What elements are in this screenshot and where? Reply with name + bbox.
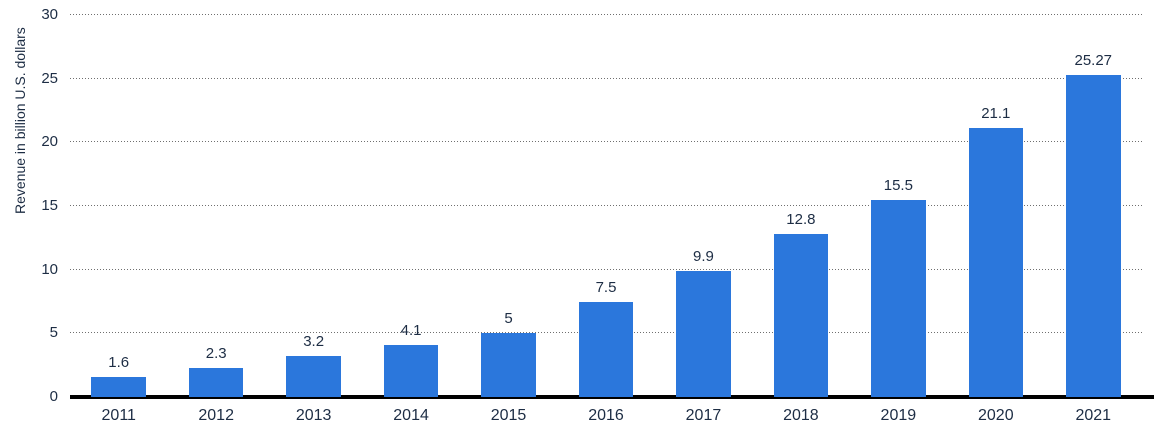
bar-group-2015: 5 <box>460 15 557 397</box>
bar-group-2021: 25.27 <box>1045 15 1142 397</box>
bar-group-2017: 9.9 <box>655 15 752 397</box>
x-tick-label-2016: 2016 <box>588 407 624 424</box>
x-tick-label-2019: 2019 <box>880 407 917 424</box>
bar-group-2013: 3.2 <box>265 15 362 397</box>
bar-value-label: 4.1 <box>400 321 422 339</box>
y-tick-label-25: 25 <box>41 69 58 87</box>
bar-2016[interactable] <box>578 301 634 397</box>
bar-2011[interactable] <box>91 376 146 397</box>
x-tick-label-2018: 2018 <box>783 407 819 424</box>
bar-2021[interactable] <box>1065 75 1121 397</box>
bar-value-label: 15.5 <box>883 176 913 194</box>
bar-value-label: 7.5 <box>595 278 617 296</box>
gridline-25 <box>70 77 1142 79</box>
x-tick-label-2014: 2014 <box>393 407 429 424</box>
gridline-20 <box>70 141 1142 143</box>
x-tick-label-2021: 2021 <box>1075 407 1112 424</box>
bar-2017[interactable] <box>676 270 731 397</box>
x-tick-label-2011: 2011 <box>101 407 136 424</box>
plot-area: 1.6 2.3 3.2 4.1 5 7.5 9.9 12.8 15.5 21.1 25.27 <box>70 14 1142 397</box>
bar-value-label: 21.1 <box>981 105 1011 123</box>
bar-group-2020: 21.1 <box>947 15 1044 397</box>
gridline-15 <box>70 205 1142 206</box>
bar-group-2012: 2.3 <box>167 15 264 397</box>
bar-value-label: 9.9 <box>693 247 714 265</box>
y-tick-label-20: 20 <box>41 133 58 151</box>
x-tick-label-2020: 2020 <box>978 407 1014 424</box>
x-tick-label-2012: 2012 <box>198 407 234 424</box>
x-axis-line <box>70 395 1154 399</box>
x-tick-label-2015: 2015 <box>490 407 527 424</box>
gridline-10 <box>70 268 1142 270</box>
bar-value-label: 5 <box>504 310 513 328</box>
bar-2018[interactable] <box>773 234 829 397</box>
x-tick-label-2017: 2017 <box>685 407 722 424</box>
bar-value-label: 2.3 <box>205 344 227 362</box>
bar-group-2016: 7.5 <box>557 15 654 397</box>
bar-value-label: 3.2 <box>303 333 325 351</box>
bar-value-label: 25.27 <box>1074 52 1113 70</box>
bar-group-2018: 12.8 <box>752 15 849 397</box>
bar-value-label: 1.6 <box>108 353 130 371</box>
y-tick-label-0: 0 <box>49 388 58 405</box>
bar-2013[interactable] <box>286 356 341 397</box>
bar-group-2011: 1.6 <box>70 15 167 397</box>
bar-2019[interactable] <box>871 199 926 397</box>
bar-2015[interactable] <box>481 333 536 397</box>
y-tick-label-30: 30 <box>41 6 58 23</box>
y-axis-tick-labels: 0 5 10 15 20 25 30 <box>0 6 58 405</box>
bar-2014[interactable] <box>383 344 439 397</box>
y-tick-label-10: 10 <box>41 260 58 278</box>
gridline-30 <box>70 14 1142 15</box>
bar-group-2014: 4.1 <box>362 15 459 397</box>
y-tick-label-15: 15 <box>41 197 58 214</box>
x-axis-tick-labels: 2011 2012 2013 2014 2015 2016 2017 2018 2019 2020… <box>70 403 1142 429</box>
bar-2020[interactable] <box>968 128 1024 397</box>
y-tick-label-5: 5 <box>49 324 58 342</box>
x-tick-label-2013: 2013 <box>295 407 332 424</box>
bar-value-label: 12.8 <box>786 211 816 229</box>
bar-2012[interactable] <box>188 367 244 397</box>
bar-group-2019: 15.5 <box>850 15 947 397</box>
